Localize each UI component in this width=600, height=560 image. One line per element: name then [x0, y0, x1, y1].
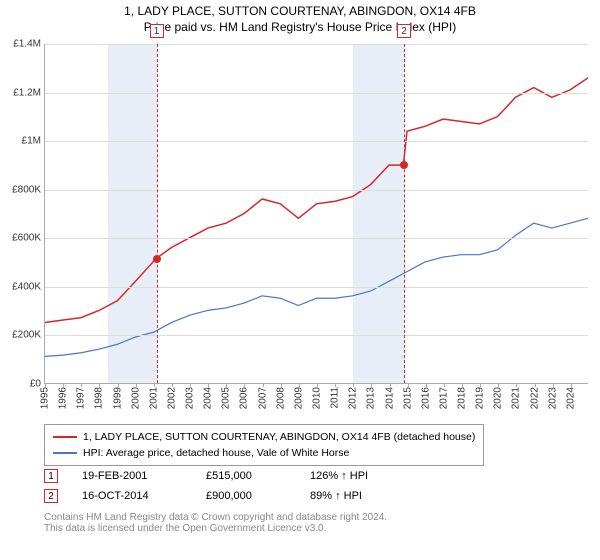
x-axis-label: 2014 — [384, 387, 395, 409]
sale-delta: 126% ↑ HPI — [310, 470, 368, 482]
series-line-property — [45, 78, 588, 323]
sales-row: 1 19-FEB-2001 £515,000 126% ↑ HPI — [44, 466, 368, 486]
legend-row: HPI: Average price, detached house, Vale… — [53, 445, 475, 461]
lines-svg — [45, 44, 588, 383]
chart-container: 1, LADY PLACE, SUTTON COURTENAY, ABINGDO… — [0, 0, 600, 560]
y-axis-label: £800K — [12, 184, 41, 195]
y-axis-label: £1M — [22, 136, 41, 147]
x-axis-label: 1995 — [40, 387, 51, 409]
legend-swatch — [53, 436, 77, 438]
x-axis-label: 2007 — [257, 387, 268, 409]
marker-dot — [400, 161, 408, 169]
marker-box: 2 — [397, 24, 411, 38]
y-axis-label: £400K — [12, 281, 41, 292]
x-axis-label: 1998 — [94, 387, 105, 409]
sale-marker: 2 — [44, 489, 58, 503]
sale-price: £900,000 — [206, 490, 286, 502]
x-axis-label: 2019 — [475, 387, 486, 409]
x-axis-label: 1999 — [112, 387, 123, 409]
x-axis-label: 2005 — [221, 387, 232, 409]
marker-dot — [153, 255, 161, 263]
x-axis-label: 2023 — [547, 387, 558, 409]
gridline — [45, 93, 588, 94]
y-axis-label: £600K — [12, 233, 41, 244]
x-axis-label: 2008 — [275, 387, 286, 409]
x-axis-label: 1996 — [58, 387, 69, 409]
sale-marker: 1 — [44, 469, 58, 483]
x-axis-label: 2018 — [457, 387, 468, 409]
x-axis-label: 2011 — [330, 387, 341, 409]
gridline — [45, 287, 588, 288]
x-axis-label: 2003 — [185, 387, 196, 409]
x-axis-label: 2016 — [420, 387, 431, 409]
sale-delta: 89% ↑ HPI — [310, 490, 362, 502]
y-axis-label: £200K — [12, 330, 41, 341]
x-axis-label: 2021 — [511, 387, 522, 409]
sale-price: £515,000 — [206, 470, 286, 482]
footer-line: Contains HM Land Registry data © Crown c… — [44, 512, 387, 523]
x-axis-label: 2002 — [166, 387, 177, 409]
legend-swatch — [53, 452, 77, 454]
gridline — [45, 44, 588, 45]
titles: 1, LADY PLACE, SUTTON COURTENAY, ABINGDO… — [0, 0, 600, 34]
footer: Contains HM Land Registry data © Crown c… — [44, 512, 387, 534]
sale-date: 19-FEB-2001 — [82, 470, 182, 482]
gridline — [45, 335, 588, 336]
x-axis-label: 2022 — [529, 387, 540, 409]
x-axis-label: 2013 — [366, 387, 377, 409]
chart-area: £0£200K£400K£600K£800K£1M£1.2M£1.4M19951… — [44, 44, 588, 384]
y-axis-label: £1.4M — [13, 39, 41, 50]
x-axis-label: 2001 — [148, 387, 159, 409]
y-axis-label: £1.2M — [13, 87, 41, 98]
title-sub: Price paid vs. HM Land Registry's House … — [0, 20, 600, 34]
legend-label: HPI: Average price, detached house, Vale… — [83, 447, 349, 459]
legend: 1, LADY PLACE, SUTTON COURTENAY, ABINGDO… — [44, 424, 484, 466]
marker-vline — [404, 44, 405, 383]
sale-date: 16-OCT-2014 — [82, 490, 182, 502]
x-axis-label: 2020 — [493, 387, 504, 409]
gridline — [45, 141, 588, 142]
marker-box: 1 — [150, 24, 164, 38]
sales-row: 2 16-OCT-2014 £900,000 89% ↑ HPI — [44, 486, 368, 506]
sales-table: 1 19-FEB-2001 £515,000 126% ↑ HPI 2 16-O… — [44, 466, 368, 506]
x-axis-label: 2024 — [565, 387, 576, 409]
gridline — [45, 238, 588, 239]
marker-vline — [157, 44, 158, 383]
gridline — [45, 190, 588, 191]
x-axis-label: 2000 — [130, 387, 141, 409]
x-axis-label: 2012 — [348, 387, 359, 409]
footer-line: This data is licensed under the Open Gov… — [44, 523, 387, 534]
x-axis-label: 2010 — [312, 387, 323, 409]
legend-row: 1, LADY PLACE, SUTTON COURTENAY, ABINGDO… — [53, 429, 475, 445]
x-axis-label: 1997 — [76, 387, 87, 409]
x-axis-label: 2009 — [293, 387, 304, 409]
x-axis-label: 2004 — [203, 387, 214, 409]
x-axis-label: 2006 — [239, 387, 250, 409]
legend-label: 1, LADY PLACE, SUTTON COURTENAY, ABINGDO… — [83, 431, 475, 443]
x-axis-label: 2015 — [402, 387, 413, 409]
title-main: 1, LADY PLACE, SUTTON COURTENAY, ABINGDO… — [0, 4, 600, 18]
x-axis-label: 2017 — [438, 387, 449, 409]
